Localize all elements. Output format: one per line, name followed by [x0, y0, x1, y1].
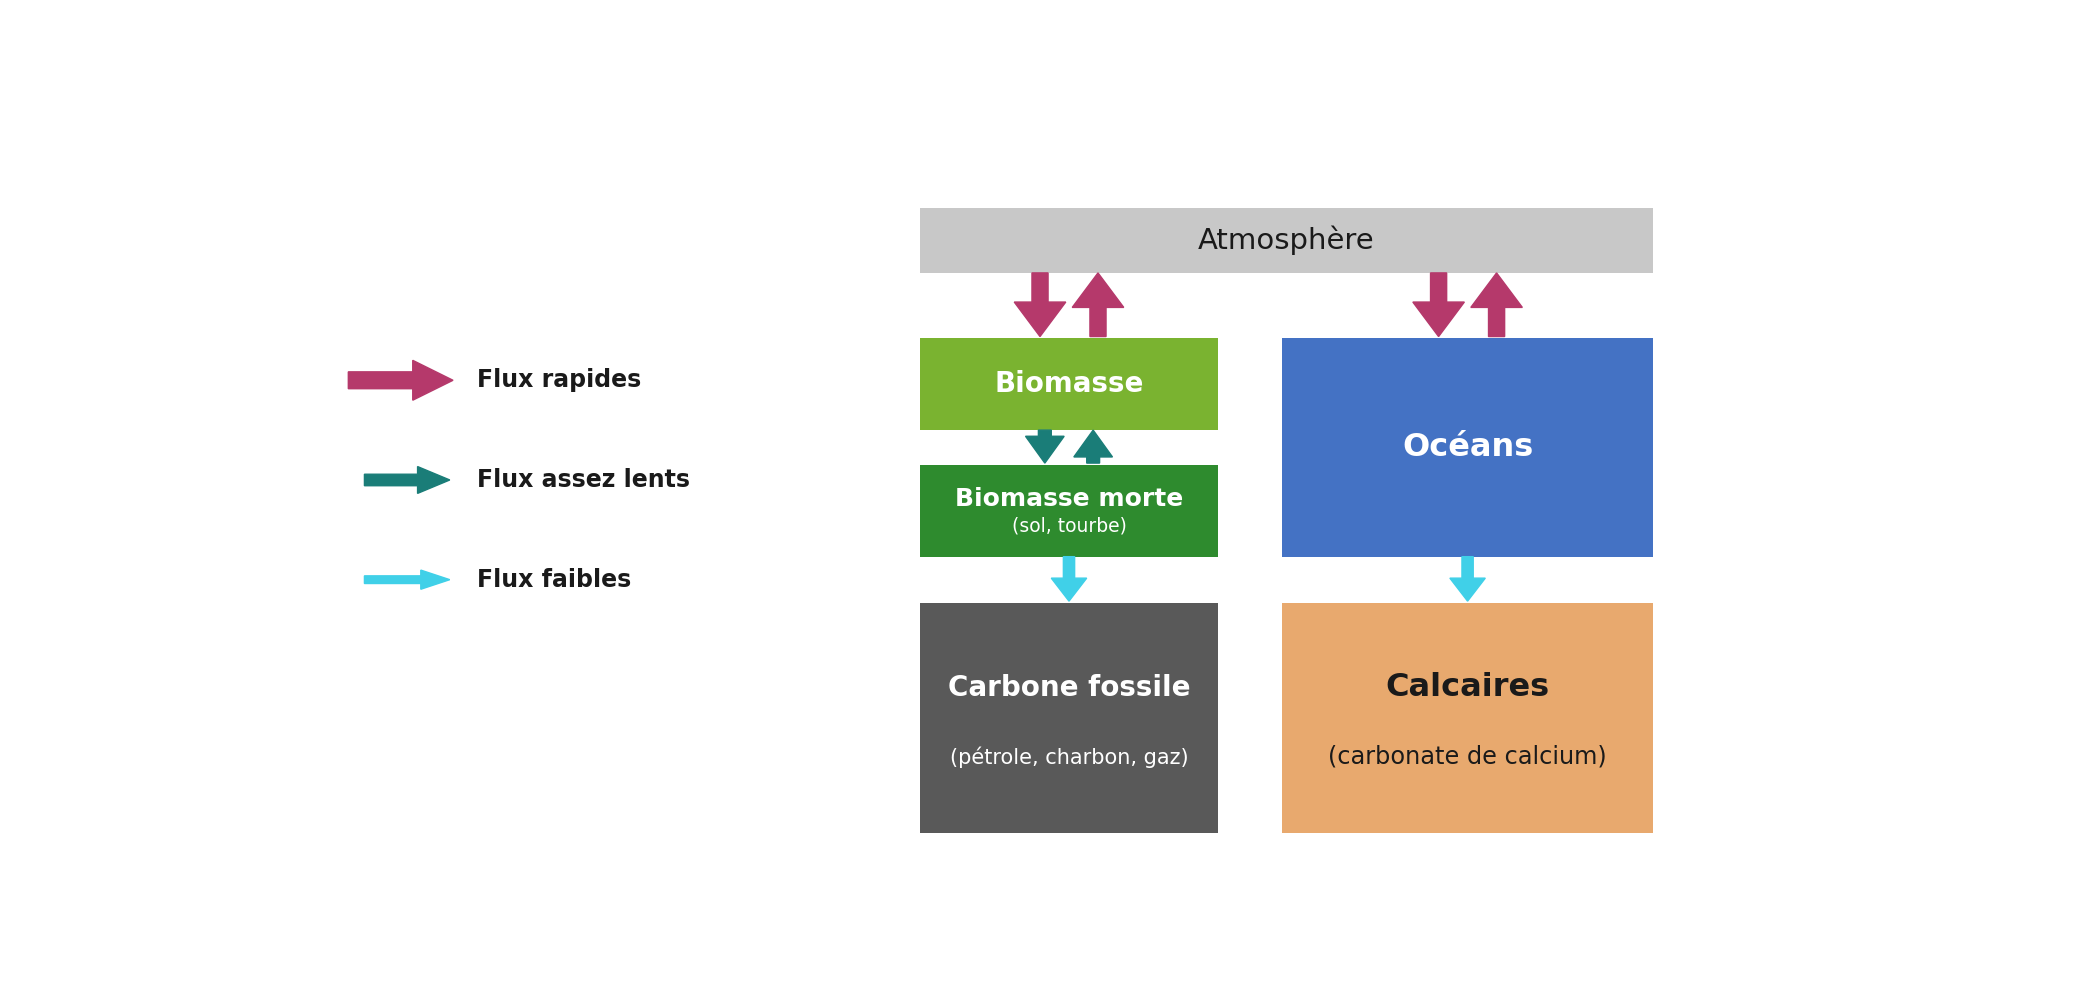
Text: Océans: Océans: [1403, 432, 1534, 463]
FancyArrow shape: [1072, 273, 1124, 337]
FancyArrow shape: [1014, 273, 1066, 337]
FancyArrow shape: [1027, 430, 1064, 463]
Text: Carbone fossile: Carbone fossile: [948, 674, 1191, 702]
Text: Flux faibles: Flux faibles: [478, 568, 632, 592]
FancyArrow shape: [364, 466, 449, 493]
FancyBboxPatch shape: [921, 208, 1652, 273]
FancyArrow shape: [349, 361, 453, 400]
FancyBboxPatch shape: [921, 338, 1218, 430]
FancyArrow shape: [1450, 557, 1486, 602]
FancyArrow shape: [1051, 557, 1087, 602]
Text: Flux rapides: Flux rapides: [478, 369, 642, 392]
FancyBboxPatch shape: [921, 464, 1218, 557]
FancyArrow shape: [1413, 273, 1465, 337]
Text: Calcaires: Calcaires: [1386, 672, 1550, 703]
Text: Biomasse morte: Biomasse morte: [956, 487, 1182, 511]
FancyArrow shape: [364, 570, 449, 590]
Text: (pétrole, charbon, gaz): (pétrole, charbon, gaz): [950, 746, 1189, 768]
Text: Atmosphère: Atmosphère: [1199, 225, 1376, 255]
FancyBboxPatch shape: [1282, 603, 1652, 833]
Text: (carbonate de calcium): (carbonate de calcium): [1328, 745, 1606, 769]
FancyArrow shape: [1471, 273, 1523, 337]
FancyArrow shape: [1074, 430, 1112, 463]
Text: (sol, tourbe): (sol, tourbe): [1012, 517, 1126, 536]
FancyBboxPatch shape: [921, 603, 1218, 833]
FancyBboxPatch shape: [1282, 338, 1652, 557]
Text: Biomasse: Biomasse: [993, 371, 1143, 398]
Text: Flux assez lents: Flux assez lents: [478, 468, 690, 492]
